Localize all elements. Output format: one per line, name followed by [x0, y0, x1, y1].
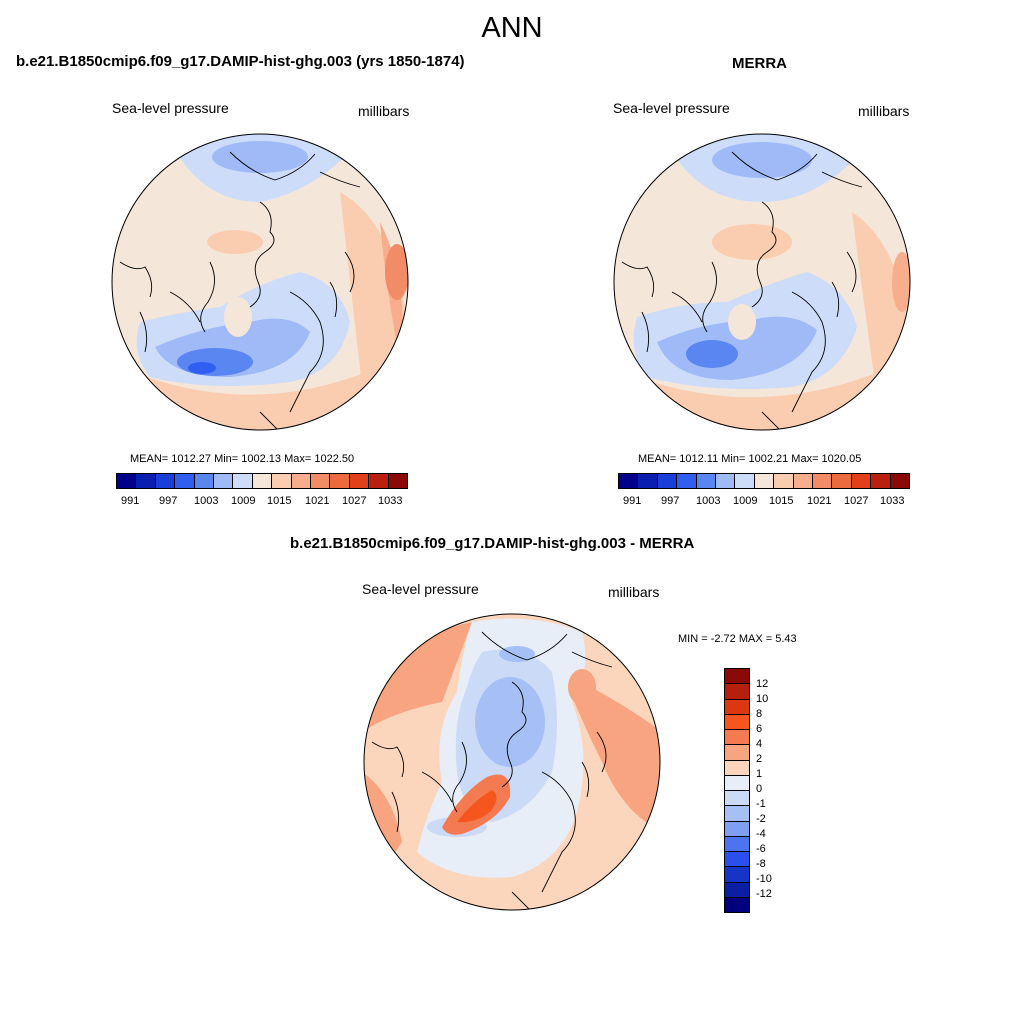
colorbar-swatch — [725, 669, 749, 685]
diff-tick-label: 0 — [756, 783, 763, 795]
left-units-label: millibars — [358, 103, 410, 119]
left-colorbar-labels: 991 997 1003 1009 1015 1021 1027 1033 — [116, 495, 406, 509]
right-colorbar-labels: 991 997 1003 1009 1015 1021 1027 1033 — [618, 495, 908, 509]
colorbar-swatch — [754, 474, 775, 488]
colorbar-swatch — [832, 474, 852, 488]
colorbar-swatch — [813, 474, 833, 488]
right-tick-label: 1003 — [696, 495, 721, 507]
right-stats: MEAN= 1012.11 Min= 1002.21 Max= 1020.05 — [638, 453, 862, 465]
colorbar-swatch — [175, 474, 195, 488]
right-variable-label: Sea-level pressure — [613, 100, 730, 116]
colorbar-swatch — [725, 760, 749, 776]
right-colorbar — [618, 473, 910, 489]
diff-stats: MIN = -2.72 MAX = 5.43 — [678, 633, 797, 645]
colorbar-swatch — [725, 730, 749, 746]
colorbar-swatch — [725, 699, 749, 715]
left-tick-label: 1021 — [305, 495, 330, 507]
colorbar-swatch — [774, 474, 794, 488]
left-panel-title: b.e21.B1850cmip6.f09_g17.DAMIP-hist-ghg.… — [16, 53, 465, 70]
colorbar-swatch — [725, 684, 749, 700]
left-slp-map — [111, 133, 409, 431]
colorbar-swatch — [725, 867, 749, 883]
colorbar-swatch — [369, 474, 389, 488]
colorbar-swatch — [725, 836, 749, 852]
colorbar-swatch — [677, 474, 697, 488]
colorbar-swatch — [155, 474, 176, 488]
diff-tick-label: -8 — [756, 858, 766, 870]
diff-tick-label: 6 — [756, 723, 763, 735]
left-tick-label: 1009 — [231, 495, 256, 507]
diff-variable-label: Sea-level pressure — [362, 581, 479, 597]
diff-tick-label: -12 — [756, 888, 772, 900]
colorbar-swatch — [657, 474, 678, 488]
left-colorbar — [116, 473, 408, 489]
diff-tick-label: 2 — [756, 753, 763, 765]
diff-tick-label: -4 — [756, 828, 766, 840]
diff-tick-label: -1 — [756, 798, 766, 810]
colorbar-swatch — [725, 821, 749, 837]
diff-tick-label: 4 — [756, 738, 763, 750]
diff-tick-label: 12 — [756, 678, 769, 690]
diff-colorbar-labels: 12 10 8 6 4 2 1 0 -1 -2 -4 -6 -8 -10 -12 — [756, 668, 796, 911]
colorbar-swatch — [619, 474, 639, 488]
colorbar-swatch — [725, 882, 749, 898]
colorbar-swatch — [871, 474, 891, 488]
right-units-label: millibars — [858, 103, 910, 119]
left-tick-label: 991 — [121, 495, 140, 507]
diff-tick-label: 10 — [756, 693, 769, 705]
right-slp-map — [613, 133, 911, 431]
colorbar-swatch — [214, 474, 234, 488]
colorbar-swatch — [696, 474, 717, 488]
colorbar-swatch — [330, 474, 350, 488]
colorbar-swatch — [735, 474, 755, 488]
colorbar-swatch — [388, 474, 408, 488]
main-title: ANN — [481, 12, 543, 44]
right-tick-label: 1021 — [807, 495, 832, 507]
colorbar-swatch — [272, 474, 292, 488]
right-tick-label: 1033 — [880, 495, 905, 507]
left-tick-label: 997 — [159, 495, 178, 507]
colorbar-swatch — [349, 474, 370, 488]
diff-slp-map — [363, 613, 661, 911]
colorbar-swatch — [194, 474, 215, 488]
diff-units-label: millibars — [608, 584, 660, 600]
colorbar-swatch — [725, 806, 749, 822]
left-stats: MEAN= 1012.27 Min= 1002.13 Max= 1022.50 — [130, 453, 355, 465]
right-tick-label: 997 — [661, 495, 680, 507]
left-tick-label: 1015 — [267, 495, 292, 507]
colorbar-swatch — [793, 474, 814, 488]
colorbar-swatch — [233, 474, 253, 488]
colorbar-swatch — [291, 474, 312, 488]
diff-tick-label: 8 — [756, 708, 763, 720]
left-variable-label: Sea-level pressure — [112, 100, 229, 116]
colorbar-swatch — [252, 474, 273, 488]
colorbar-swatch — [638, 474, 658, 488]
diff-tick-label: -2 — [756, 813, 766, 825]
left-tick-label: 1003 — [194, 495, 219, 507]
diff-tick-label: -10 — [756, 873, 772, 885]
left-tick-label: 1033 — [378, 495, 403, 507]
colorbar-swatch — [725, 714, 749, 730]
diff-panel-title: b.e21.B1850cmip6.f09_g17.DAMIP-hist-ghg.… — [290, 535, 695, 552]
colorbar-swatch — [851, 474, 872, 488]
left-tick-label: 1027 — [342, 495, 367, 507]
colorbar-swatch — [725, 791, 749, 807]
diff-colorbar — [724, 668, 750, 913]
colorbar-swatch — [725, 745, 749, 761]
colorbar-swatch — [725, 775, 749, 791]
right-tick-label: 1027 — [844, 495, 869, 507]
colorbar-swatch — [890, 474, 910, 488]
right-tick-label: 1009 — [733, 495, 758, 507]
diff-tick-label: -6 — [756, 843, 766, 855]
diff-tick-label: 1 — [756, 768, 763, 780]
right-tick-label: 1015 — [769, 495, 794, 507]
colorbar-swatch — [716, 474, 736, 488]
colorbar-swatch — [136, 474, 156, 488]
colorbar-swatch — [725, 852, 749, 868]
colorbar-swatch — [311, 474, 331, 488]
right-tick-label: 991 — [623, 495, 642, 507]
right-panel-title: MERRA — [732, 55, 787, 72]
colorbar-swatch — [117, 474, 137, 488]
colorbar-swatch — [725, 897, 749, 912]
